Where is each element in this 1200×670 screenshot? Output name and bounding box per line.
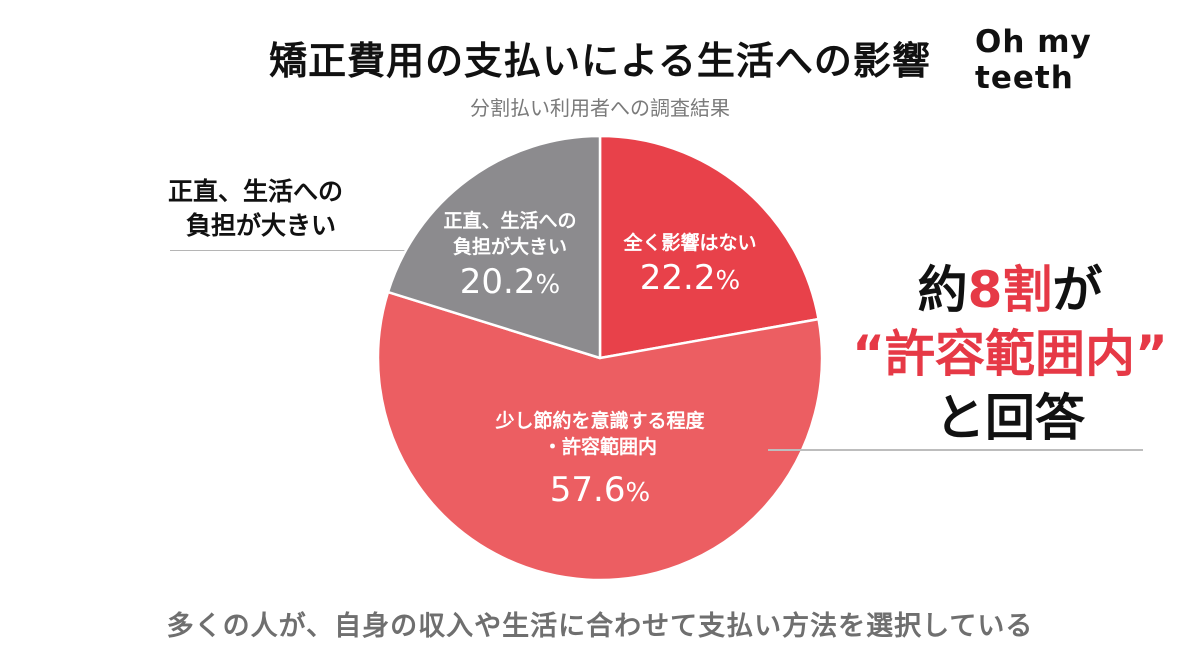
pie-slice [598, 134, 820, 360]
slice-tolerable-name-line1: 少し節約を意識する程度 [495, 410, 705, 432]
left-callout-leader-line [170, 250, 438, 251]
chart-subtitle: 分割払い利用者への調査結果 [470, 96, 730, 120]
highlight-row-1: 約8割が [917, 261, 1103, 319]
slice-label-tolerable: 少し節約を意識する程度 ・許容範囲内 57.6% [450, 408, 750, 515]
pie-slices [376, 134, 824, 582]
highlight-row-3: と回答 [935, 389, 1085, 447]
slice-label-burden: 正直、生活への 負担が大きい 20.2% [420, 208, 600, 307]
slice-label-no-impact: 全く影響はない 22.2% [605, 230, 775, 303]
slice-burden-name-line1: 正直、生活への [443, 210, 577, 232]
chart-title: 矯正費用の支払いによる生活への影響 [269, 39, 931, 83]
highlight-annotation: 約8割が “許容範囲内” と回答 [840, 258, 1180, 450]
slice-no-impact-value: 22.2% [639, 258, 741, 298]
slice-tolerable-name-line2: ・許容範囲内 [542, 436, 657, 458]
pie-slice [376, 290, 824, 582]
footer-caption: 多くの人が、自身の収入や生活に合わせて支払い方法を選択している [166, 611, 1034, 642]
left-callout-line1: 正直、生活への [168, 177, 344, 206]
brand-logo: Oh my teeth [975, 24, 1092, 96]
highlight-row-2: “許容範囲内” [852, 325, 1168, 383]
highlight-number: 8割 [967, 261, 1053, 319]
slice-burden-value: 20.2% [459, 262, 561, 302]
right-callout-leader-line [768, 449, 1143, 451]
slice-burden-name-line2: 負担が大きい [452, 236, 567, 258]
pie-slice [386, 134, 602, 360]
left-callout-line2: 負担が大きい [186, 211, 337, 240]
left-callout-label: 正直、生活への 負担が大きい [168, 175, 343, 243]
slice-tolerable-value: 57.6% [549, 470, 651, 510]
slice-no-impact-name: 全く影響はない [623, 232, 757, 254]
